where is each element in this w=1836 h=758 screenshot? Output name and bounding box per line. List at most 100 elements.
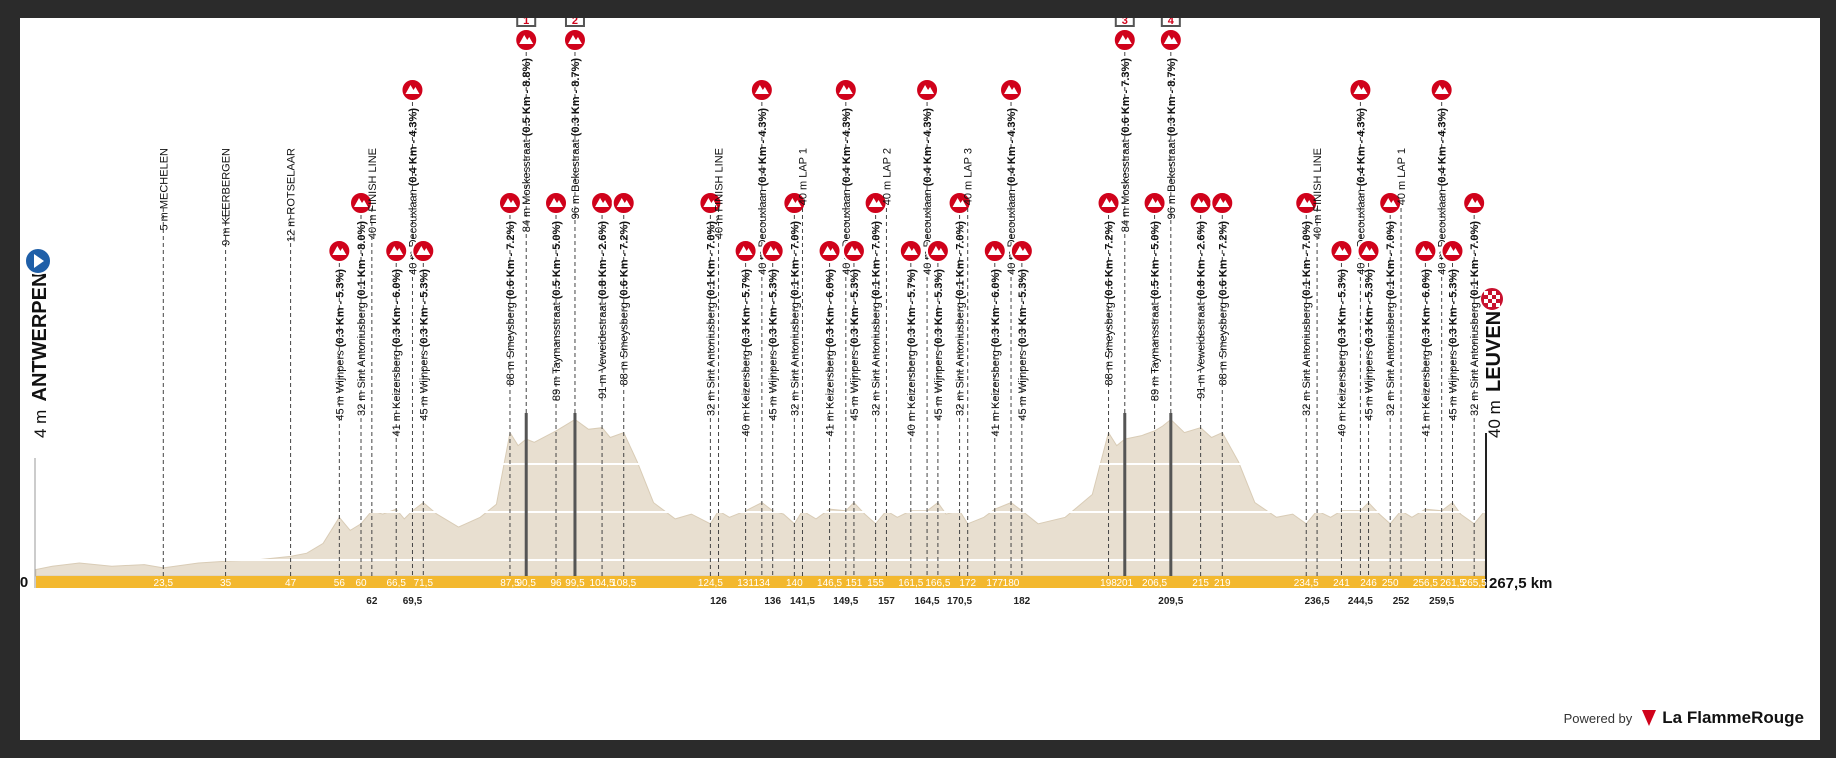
climb-details: (0.4 Km - 4.3%) <box>407 108 419 187</box>
climb-details: (0.3 Km - 5.3%) <box>768 269 780 348</box>
point-name: 88 m Smeysberg <box>1217 299 1229 385</box>
mountain-icon <box>787 198 802 207</box>
point-name: 88 m Smeysberg <box>619 299 631 385</box>
mountain-icon <box>703 198 718 207</box>
km-label: 35 <box>220 578 232 589</box>
point-label: 40 m Keizersberg (0.3 Km - 5.3%) <box>1336 269 1348 437</box>
km-label: 87,5 <box>500 578 520 589</box>
km-label: 47 <box>285 578 297 589</box>
point-name: 40 m Decouxlaan <box>922 186 934 275</box>
checker-cell <box>1484 291 1488 295</box>
point-label: 45 m Wijnpers (0.3 Km - 5.3%) <box>1447 269 1459 421</box>
point-name: 40 m LAP 3 <box>963 148 975 205</box>
play-icon <box>34 254 44 268</box>
point-label: 40 m FINISH LINE <box>714 148 726 239</box>
climb-details: (0.4 Km - 4.3%) <box>1355 108 1367 187</box>
sector-number: 3 <box>1122 18 1128 27</box>
mountain-icon <box>903 246 918 255</box>
climb-details: (0.1 Km - 7.0%) <box>871 221 883 300</box>
mountain-icon <box>389 246 404 255</box>
climb-details: (0.3 Km - 5.3%) <box>1364 269 1376 348</box>
km-label: 23,5 <box>154 578 174 589</box>
point-name: 32 m Sint Antoniusberg <box>705 299 717 416</box>
point-name: 45 m Wijnpers <box>334 347 346 420</box>
start-name-group: 4 m ANTWERPEN <box>29 273 51 438</box>
sector-box <box>516 18 537 27</box>
mountain-icon <box>738 246 753 255</box>
mountain-icon <box>405 85 420 94</box>
point-label: 32 m Sint Antoniusberg (0.1 Km - 8.0%) <box>356 221 368 416</box>
km-label: 201 <box>1116 578 1133 589</box>
point-label: 84 m Moskesstraat (0.5 Km - 8.8%) <box>521 58 533 233</box>
point-label: 40 m LAP 3 <box>963 148 975 205</box>
point-label: 40 m LAP 1 <box>1396 148 1408 205</box>
km-label: 177 <box>986 578 1003 589</box>
km-label: 151 <box>846 578 863 589</box>
point-label: 88 m Smeysberg (0.6 Km - 7.2%) <box>1217 221 1229 386</box>
climb-details: (0.3 Km - 5.7%) <box>906 269 918 348</box>
km-label: 161,5 <box>898 578 923 589</box>
mountain-icon <box>1004 85 1019 94</box>
point-name: 45 m Wijnpers <box>418 347 430 420</box>
brand-logo: Powered by La FlammeRouge <box>1564 708 1804 728</box>
mountain-icon <box>930 246 945 255</box>
point-label: 45 m Wijnpers (0.3 Km - 5.3%) <box>768 269 780 421</box>
mountain-icon <box>1445 246 1460 255</box>
climb-details: (0.1 Km - 8.0%) <box>356 221 368 300</box>
profile-frame: 0 267,5 km 23,5 35 47 56 60 66,5 71,5 87,5 90,5 96 9… <box>20 18 1820 740</box>
km-label: 108,5 <box>611 578 636 589</box>
climb-details: (0.4 Km - 4.3%) <box>1006 108 1018 187</box>
checker-cell <box>1496 295 1500 299</box>
mountain-icon <box>354 198 369 207</box>
point-label: 91 m Veweidestraat (0.8 Km - 2.6%) <box>1196 221 1208 399</box>
mountain-icon <box>1014 246 1029 255</box>
point-name: 40 m LAP 1 <box>1396 148 1408 205</box>
climb-details: (0.3 Km - 8.7%) <box>570 58 582 137</box>
point-name: 40 m FINISH LINE <box>1312 148 1324 239</box>
mountain-icon <box>1361 246 1376 255</box>
km-label-below: 126 <box>710 596 727 607</box>
km-label-below: 259,5 <box>1429 596 1454 607</box>
point-name: 96 m Bekestraat <box>570 136 582 219</box>
climb-details: (0.8 Km - 2.6%) <box>597 221 609 300</box>
km-label: 155 <box>867 578 884 589</box>
finish-name: LEUVEN <box>1483 311 1505 392</box>
mountain-icon <box>868 198 883 207</box>
km-label: 56 <box>334 578 346 589</box>
point-label: 41 m Keizersberg (0.3 Km - 6.0%) <box>825 269 837 437</box>
km-label-below: 244,5 <box>1348 596 1373 607</box>
km-label: 215 <box>1192 578 1209 589</box>
point-label: 40 m LAP 1 <box>797 148 809 205</box>
point-name: 84 m Moskesstraat <box>521 136 533 232</box>
climb-details: (0.5 Km - 8.8%) <box>521 58 533 137</box>
km-label: 256,5 <box>1413 578 1438 589</box>
climb-details: (0.3 Km - 5.3%) <box>933 269 945 348</box>
point-name: 45 m Wijnpers <box>1364 347 1376 420</box>
climb-details: (0.1 Km - 7.0%) <box>1469 221 1481 300</box>
sector-box <box>1160 18 1181 27</box>
mountain-icon <box>765 246 780 255</box>
climb-details: (0.4 Km - 4.3%) <box>841 108 853 187</box>
point-name: 88 m Smeysberg <box>1104 299 1116 385</box>
point-name: 5 m MECHELEN <box>158 148 170 231</box>
point-name: 40 m Keizersberg <box>741 347 753 436</box>
point-label: 88 m Smeysberg (0.6 Km - 7.2%) <box>1104 221 1116 386</box>
point-name: 40 m Keizersberg <box>906 347 918 436</box>
km-label: 166,5 <box>925 578 950 589</box>
climb-details: (0.6 Km - 7.2%) <box>505 221 517 300</box>
start-name: ANTWERPEN <box>29 273 51 402</box>
point-label: 40 m Keizersberg (0.3 Km - 5.7%) <box>906 269 918 437</box>
climb-details: (0.6 Km - 7.3%) <box>1120 58 1132 137</box>
km-label: 66,5 <box>386 578 406 589</box>
point-name: 41 m Keizersberg <box>391 347 403 436</box>
point-label: 88 m Smeysberg (0.6 Km - 7.2%) <box>505 221 517 386</box>
km-label: 180 <box>1003 578 1020 589</box>
sector-number: 4 <box>1168 18 1175 27</box>
climb-details: (0.3 Km - 6.0%) <box>825 269 837 348</box>
point-label: 96 m Bekestraat (0.3 Km - 8.7%) <box>1166 58 1178 220</box>
km-label-below: 182 <box>1014 596 1031 607</box>
point-label: 41 m Keizersberg (0.3 Km - 6.0%) <box>990 269 1002 437</box>
climb-details: (0.6 Km - 7.2%) <box>1104 221 1116 300</box>
point-name: 12 m ROTSELAAR <box>286 148 298 242</box>
